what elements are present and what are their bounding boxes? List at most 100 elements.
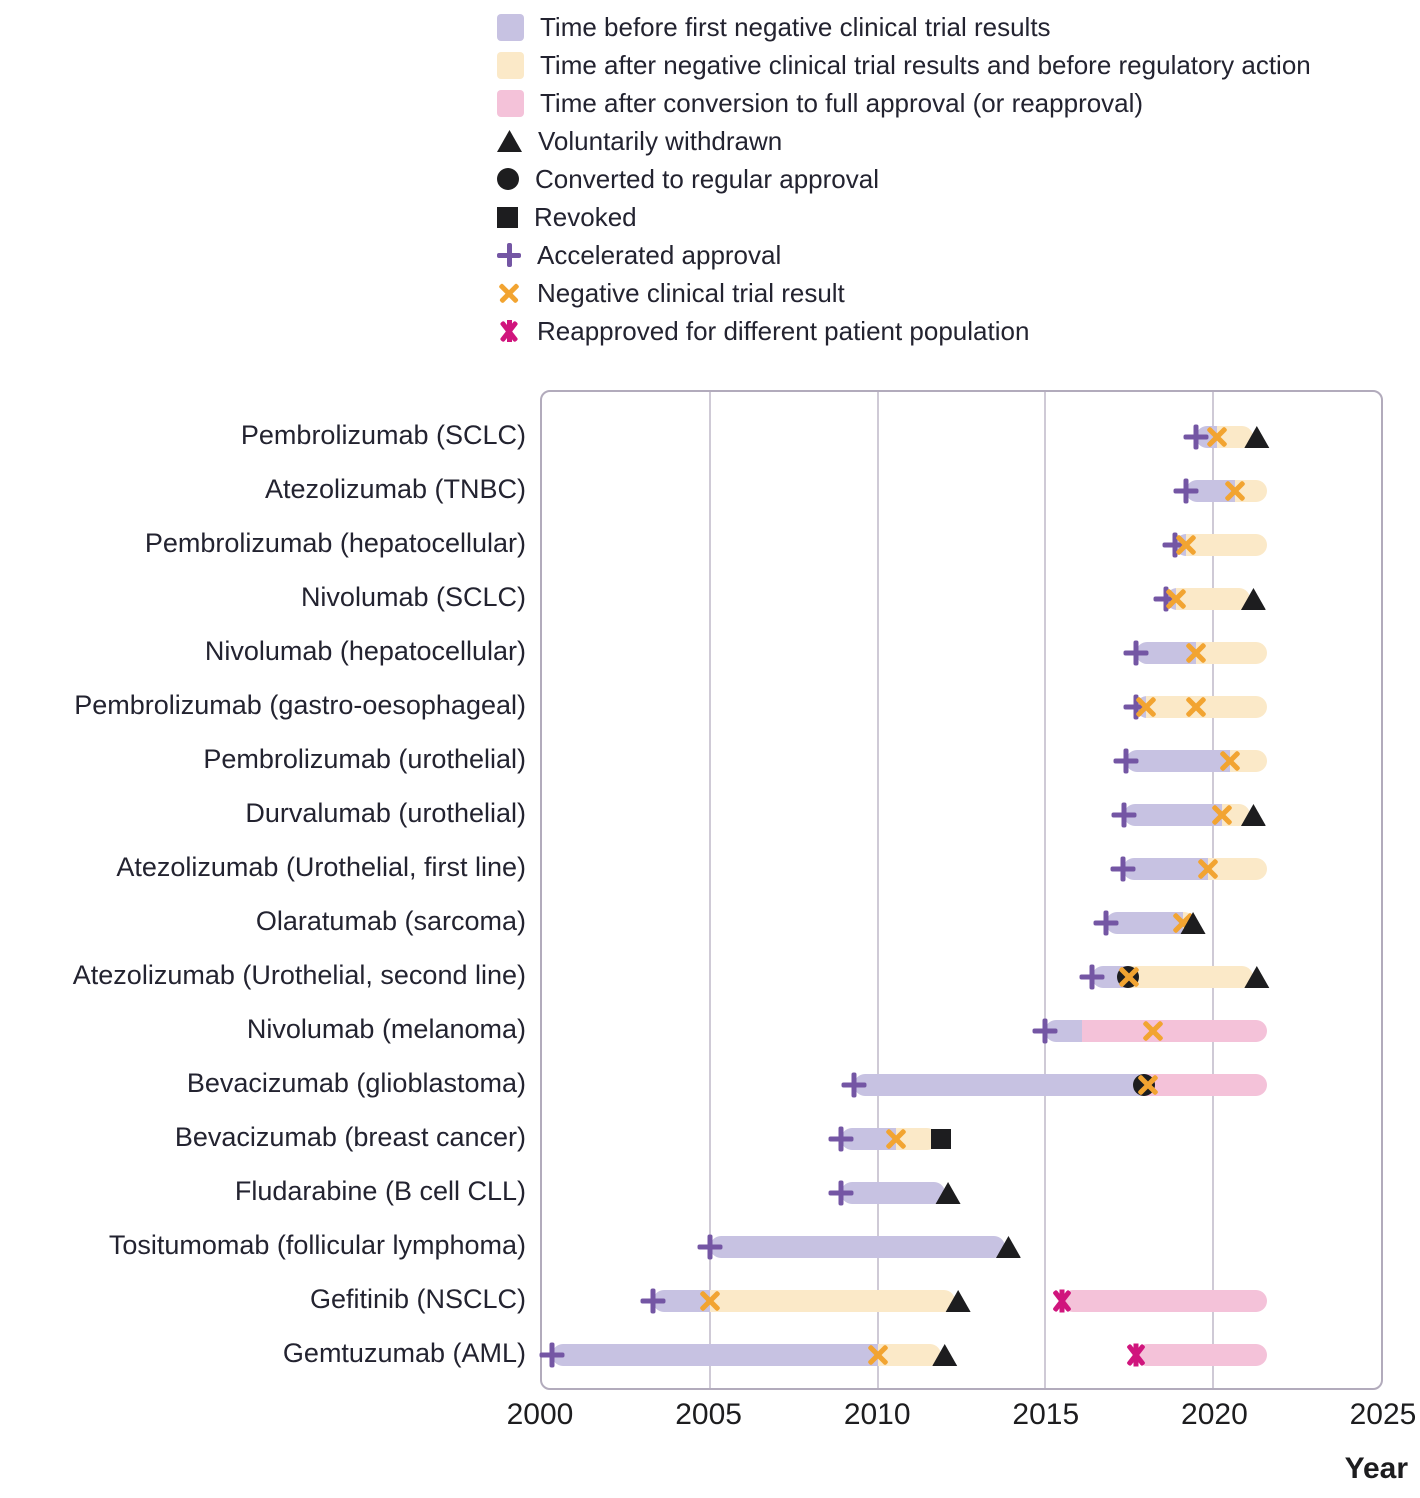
row-label: Tositumomab (follicular lymphoma): [108, 1230, 526, 1260]
gridline: [876, 392, 879, 1388]
gridline: [1212, 392, 1215, 1388]
row-label: Gefitinib (NSCLC): [309, 1284, 526, 1314]
timeline-bar-segment: [652, 1290, 710, 1312]
negative-trial-marker: [1190, 851, 1225, 886]
axis-tick-label: 2000: [506, 1398, 574, 1431]
row-labels: Pembrolizumab (SCLC) Atezolizumab (TNBC) P…: [0, 390, 526, 1390]
timeline-bar-segment: [709, 1290, 955, 1312]
timeline-bar-segment: [1127, 966, 1254, 988]
reapproved-marker: [1123, 1342, 1149, 1368]
negative-trial-marker: [1130, 1067, 1165, 1102]
accelerated-approval-marker: [1093, 910, 1119, 936]
accelerated-approval-plus-icon: [497, 243, 521, 267]
timeline-bar: [652, 1290, 955, 1312]
x-axis: 2000 2005 2010 2015 2020 2025: [507, 1398, 1417, 1438]
row-label: Pembrolizumab (gastro-oesophageal): [74, 690, 526, 720]
timeline-bar: [854, 1074, 1267, 1096]
axis-tick-label: 2020: [1181, 1398, 1248, 1431]
reapproved-marker: [1049, 1288, 1075, 1314]
legend-label: Revoked: [534, 201, 637, 232]
timeline-bar-segment: [1208, 858, 1267, 880]
legend-item: Time before first negative clinical tria…: [497, 8, 1311, 46]
timeline-bar-segment: [1125, 750, 1230, 772]
negative-trial-marker: [1179, 689, 1214, 724]
timeline-bar-segment: [854, 1074, 1145, 1096]
timeline-bar-segment: [1186, 534, 1267, 556]
revoked-marker: [931, 1129, 952, 1149]
accelerated-approval-marker: [1032, 1018, 1058, 1044]
legend-item: Revoked: [497, 198, 1311, 236]
negative-trial-x-icon: [492, 276, 526, 310]
accelerated-approval-marker: [697, 1234, 723, 1260]
timeline-bar: [1136, 642, 1267, 664]
timeline-bar-segment: [840, 1182, 945, 1204]
x-axis-title: Year: [1344, 1452, 1408, 1485]
negative-trial-marker: [878, 1121, 913, 1156]
timeline-bar: [1045, 1020, 1267, 1042]
accelerated-approval-marker: [1183, 424, 1209, 450]
full-approval-swatch-icon: [497, 89, 524, 117]
timeline-bar: [1136, 1344, 1267, 1366]
negative-trial-marker: [692, 1283, 727, 1318]
accelerated-approval-marker: [1110, 856, 1136, 882]
timeline-bar-segment: [1144, 1074, 1267, 1096]
legend-item: Reapproved for different patient populat…: [497, 312, 1311, 350]
gridline: [708, 392, 711, 1388]
accelerated-approval-marker: [1173, 478, 1199, 504]
negative-trial-marker: [1112, 959, 1147, 994]
legend-label: Time after negative clinical trial resul…: [540, 49, 1311, 80]
timeline-bar-segment: [1062, 1290, 1267, 1312]
timeline-bar-segment: [877, 1344, 942, 1366]
before-negative-trial-swatch-icon: [497, 13, 524, 41]
timeline-bar: [1062, 1290, 1267, 1312]
timeline-bar-segment: [1196, 642, 1267, 664]
negative-trial-marker: [1135, 1013, 1170, 1048]
row-label: Nivolumab (melanoma): [246, 1014, 526, 1044]
legend: Time before first negative clinical tria…: [497, 8, 1311, 350]
legend-label: Reapproved for different patient populat…: [537, 315, 1030, 346]
legend-label: Time before first negative clinical tria…: [540, 11, 1051, 42]
legend-label: Time after conversion to full approval (…: [540, 87, 1144, 118]
row-label: Pembrolizumab (SCLC): [240, 420, 526, 450]
legend-item: Time after conversion to full approval (…: [497, 84, 1311, 122]
accelerated-approval-marker: [828, 1126, 854, 1152]
axis-tick-label: 2005: [675, 1398, 742, 1431]
legend-label: Negative clinical trial result: [537, 277, 845, 308]
timeline-bar-segment: [1136, 1344, 1267, 1366]
negative-trial-marker: [1217, 473, 1252, 508]
axis-tick-label: 2010: [843, 1398, 911, 1431]
revoked-square-icon: [497, 206, 518, 228]
timeline-bar-segment: [1082, 1020, 1267, 1042]
row-label: Nivolumab (hepatocellular): [204, 636, 526, 666]
reapproved-asterisk-icon: [497, 319, 521, 343]
timeline-bar-segment: [1136, 642, 1197, 664]
timeline-bar-segment: [1176, 588, 1251, 610]
timeline-bar: [1122, 858, 1267, 880]
negative-trial-marker: [1212, 743, 1247, 778]
timeline-bar-segment: [709, 1236, 1006, 1258]
timeline-bar: [552, 1344, 942, 1366]
accelerated-approval-marker: [1111, 802, 1137, 828]
accelerated-approval-marker: [1123, 640, 1149, 666]
row-label: Atezolizumab (Urothelial, second line): [72, 960, 526, 990]
accelerated-approval-marker: [640, 1288, 666, 1314]
legend-item: Converted to regular approval: [497, 160, 1311, 198]
row-label: Atezolizumab (Urothelial, first line): [116, 852, 526, 882]
row-label: Gemtuzumab (AML): [282, 1338, 526, 1368]
timeline-bar-segment: [1105, 912, 1183, 934]
legend-item: Voluntarily withdrawn: [497, 122, 1311, 160]
axis-tick-label: 2015: [1012, 1398, 1080, 1431]
axis-tick-label: 2025: [1349, 1398, 1417, 1431]
accelerated-approval-marker: [1113, 748, 1139, 774]
accelerated-approval-marker: [1079, 964, 1105, 990]
row-label: Bevacizumab (breast cancer): [174, 1122, 526, 1152]
gridline: [1044, 392, 1047, 1388]
timeline-bar: [840, 1182, 945, 1204]
row-label: Pembrolizumab (hepatocellular): [144, 528, 526, 558]
row-label: Pembrolizumab (urothelial): [203, 744, 526, 774]
row-label: Olaratumab (sarcoma): [255, 906, 526, 936]
timeline-bar-segment: [1124, 804, 1222, 826]
accelerated-approval-marker: [539, 1342, 565, 1368]
legend-item: Negative clinical trial result: [497, 274, 1311, 312]
